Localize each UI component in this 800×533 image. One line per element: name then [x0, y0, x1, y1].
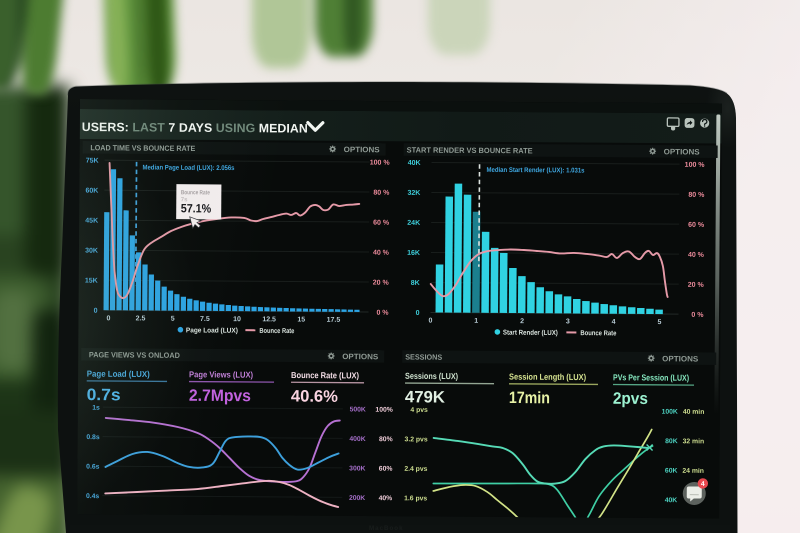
svg-text:2.4 pvs: 2.4 pvs: [404, 466, 427, 473]
svg-text:16K: 16K: [407, 250, 420, 257]
svg-text:500K: 500K: [350, 406, 366, 413]
svg-text:Page Views (LUX): Page Views (LUX): [189, 369, 253, 379]
svg-text:40%: 40%: [379, 495, 393, 502]
svg-text:4: 4: [701, 481, 705, 488]
svg-text:Bounce Rate: Bounce Rate: [580, 330, 616, 337]
svg-text:OPTIONS: OPTIONS: [342, 352, 378, 361]
svg-text:10: 10: [233, 316, 241, 323]
svg-text:12.5: 12.5: [262, 316, 276, 323]
svg-text:100%: 100%: [375, 407, 392, 414]
svg-text:5: 5: [171, 316, 175, 323]
svg-text:Sessions (LUX): Sessions (LUX): [405, 371, 458, 381]
svg-text:60 %: 60 %: [373, 220, 390, 227]
svg-text:7s: 7s: [181, 197, 188, 203]
svg-text:5: 5: [657, 319, 661, 326]
svg-text:USERS: LAST 7 DAYS USING MEDIA: USERS: LAST 7 DAYS USING MEDIAN: [82, 120, 308, 136]
svg-text:START RENDER VS BOUNCE RATE: START RENDER VS BOUNCE RATE: [407, 145, 533, 155]
svg-text:OPTIONS: OPTIONS: [344, 145, 380, 154]
svg-text:0: 0: [94, 308, 98, 315]
svg-text:Median Start Render (LUX): 1.0: Median Start Render (LUX): 1.031s: [486, 167, 584, 175]
svg-text:400K: 400K: [349, 436, 365, 443]
svg-text:7.5: 7.5: [200, 316, 210, 323]
svg-text:45K: 45K: [85, 218, 98, 225]
svg-text:40 %: 40 %: [373, 250, 390, 257]
svg-text:80 %: 80 %: [373, 190, 390, 197]
svg-text:32 min: 32 min: [683, 438, 705, 445]
svg-text:Page Load (LUX): Page Load (LUX): [186, 327, 238, 334]
svg-text:0.6s: 0.6s: [86, 464, 99, 471]
svg-text:15: 15: [297, 317, 305, 324]
svg-text:300K: 300K: [349, 465, 365, 472]
svg-text:2.7Mpvs: 2.7Mpvs: [189, 387, 251, 405]
svg-text:Bounce Rate: Bounce Rate: [181, 190, 211, 196]
svg-text:57.1%: 57.1%: [181, 201, 212, 215]
svg-text:60K: 60K: [665, 468, 678, 475]
svg-text:24 min: 24 min: [682, 468, 704, 475]
svg-text:Bounce Rate (LUX): Bounce Rate (LUX): [291, 370, 359, 380]
svg-text:8K: 8K: [411, 280, 420, 287]
svg-text:40K: 40K: [665, 497, 678, 504]
svg-text:2: 2: [520, 318, 524, 325]
svg-text:0 %: 0 %: [691, 312, 704, 319]
svg-text:15K: 15K: [85, 278, 98, 285]
svg-text:3: 3: [566, 318, 570, 325]
svg-text:20 %: 20 %: [373, 280, 390, 287]
svg-text:4 pvs: 4 pvs: [410, 407, 428, 414]
svg-text:Start Render (LUX): Start Render (LUX): [503, 330, 558, 337]
svg-text:100 %: 100 %: [685, 162, 706, 169]
svg-text:Page Load (LUX): Page Load (LUX): [87, 369, 150, 379]
svg-text:80%: 80%: [379, 436, 393, 443]
svg-text:30K: 30K: [85, 248, 98, 255]
svg-text:100K: 100K: [662, 409, 678, 416]
svg-text:PVs Per Session (LUX): PVs Per Session (LUX): [613, 372, 689, 383]
svg-text:60 %: 60 %: [688, 222, 705, 229]
svg-text:40K: 40K: [408, 160, 421, 167]
svg-text:2.5: 2.5: [136, 315, 146, 322]
svg-text:479K: 479K: [405, 388, 445, 406]
svg-text:1: 1: [474, 318, 478, 325]
svg-text:0: 0: [106, 315, 110, 322]
svg-text:MacBook: MacBook: [369, 525, 404, 532]
svg-text:PAGE VIEWS VS ONLOAD: PAGE VIEWS VS ONLOAD: [89, 350, 181, 360]
svg-text:0.7s: 0.7s: [87, 386, 121, 404]
svg-text:Bounce Rate: Bounce Rate: [259, 328, 294, 335]
svg-text:1s: 1s: [92, 405, 100, 412]
svg-text:0 %: 0 %: [376, 310, 389, 317]
svg-text:80 %: 80 %: [688, 192, 705, 199]
svg-text:1.6 pvs: 1.6 pvs: [404, 495, 427, 502]
svg-text:32K: 32K: [407, 190, 420, 197]
svg-text:100 %: 100 %: [370, 160, 391, 167]
svg-text:3.2 pvs: 3.2 pvs: [405, 436, 428, 443]
svg-text:200K: 200K: [349, 495, 365, 502]
svg-text:24K: 24K: [407, 220, 420, 227]
svg-text:60%: 60%: [379, 466, 393, 473]
svg-text:75K: 75K: [86, 158, 99, 165]
svg-text:LOAD TIME VS BOUNCE RATE: LOAD TIME VS BOUNCE RATE: [90, 143, 195, 153]
svg-text:20 %: 20 %: [688, 282, 705, 289]
svg-text:0: 0: [428, 317, 432, 324]
svg-text:OPTIONS: OPTIONS: [662, 354, 698, 363]
svg-text:40 min: 40 min: [683, 409, 705, 416]
svg-text:40.6%: 40.6%: [291, 387, 338, 405]
svg-text:17min: 17min: [509, 389, 550, 407]
svg-text:2pvs: 2pvs: [613, 390, 648, 408]
svg-text:Median Page Load (LUX): 2.056s: Median Page Load (LUX): 2.056s: [142, 164, 234, 172]
svg-text:80K: 80K: [665, 438, 678, 445]
svg-text:0.8s: 0.8s: [86, 434, 99, 441]
svg-text:OPTIONS: OPTIONS: [664, 147, 700, 156]
svg-text:60K: 60K: [85, 188, 98, 195]
svg-text:0.4s: 0.4s: [86, 493, 99, 500]
svg-text:SESSIONS: SESSIONS: [405, 352, 442, 361]
svg-text:40 %: 40 %: [688, 252, 705, 259]
svg-text:4: 4: [612, 319, 616, 326]
svg-text:Session Length (LUX): Session Length (LUX): [509, 372, 586, 383]
svg-text:17.5: 17.5: [327, 317, 341, 324]
svg-text:0: 0: [416, 310, 420, 317]
